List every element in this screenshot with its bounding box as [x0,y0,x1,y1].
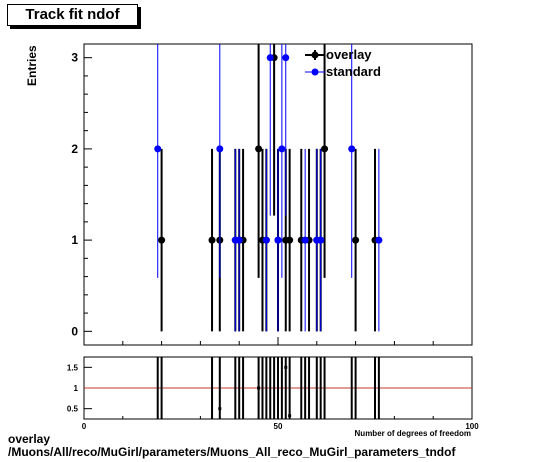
legend-overlay-marker [311,51,319,59]
overlay-point [352,236,360,244]
x-axis-label: Number of degrees of freedom [355,429,471,438]
overlay-point [158,236,166,244]
ratio-series [156,357,380,419]
standard-point [282,54,290,62]
ratio-x-tick-label: 100 [465,422,479,431]
series-standard [154,44,383,332]
overlay-point [321,145,329,153]
main-series [154,44,383,332]
main-y-axis: 0 1 2 3 [71,51,92,338]
standard-point [301,236,309,244]
ratio-x-tick-label: 0 [82,422,87,431]
overlay-point [208,236,216,244]
legend: overlay standard [305,47,381,79]
y-tick-label: 0 [71,324,78,338]
ratio-y-tick-label: 1 [74,384,79,393]
standard-point [348,145,356,153]
standard-point [317,236,325,244]
legend-standard-marker [311,68,319,76]
footer-line-2: /Muons/All/reco/MuGirl/parameters/Muons_… [8,445,456,459]
ratio-point [218,407,222,411]
overlay-point [255,145,263,153]
standard-point [266,54,274,62]
y-tick-label: 1 [71,233,78,247]
ratio-point [257,386,261,390]
chart-title: Track fit ndof [7,4,138,26]
y-axis-label: Entries [25,45,39,86]
standard-point [375,236,383,244]
standard-point [235,236,243,244]
footer-line-1: overlay [8,432,51,446]
y-tick-label: 2 [71,142,78,156]
main-x-axis [83,337,473,345]
legend-overlay-label: overlay [326,47,372,62]
standard-point [278,145,286,153]
ratio-x-tick-label: 50 [274,422,283,431]
standard-point [216,145,224,153]
legend-standard-label: standard [326,64,381,79]
overlay-point [286,236,294,244]
y-tick-label: 3 [71,51,78,65]
ratio-point [288,414,292,418]
standard-point [262,236,270,244]
ratio-y-tick-label: 1.5 [67,363,79,372]
series-overlay [158,44,379,332]
ratio-y-tick-label: 0.5 [67,405,79,414]
standard-point [274,236,282,244]
ratio-point [284,365,288,369]
standard-point [154,145,162,153]
